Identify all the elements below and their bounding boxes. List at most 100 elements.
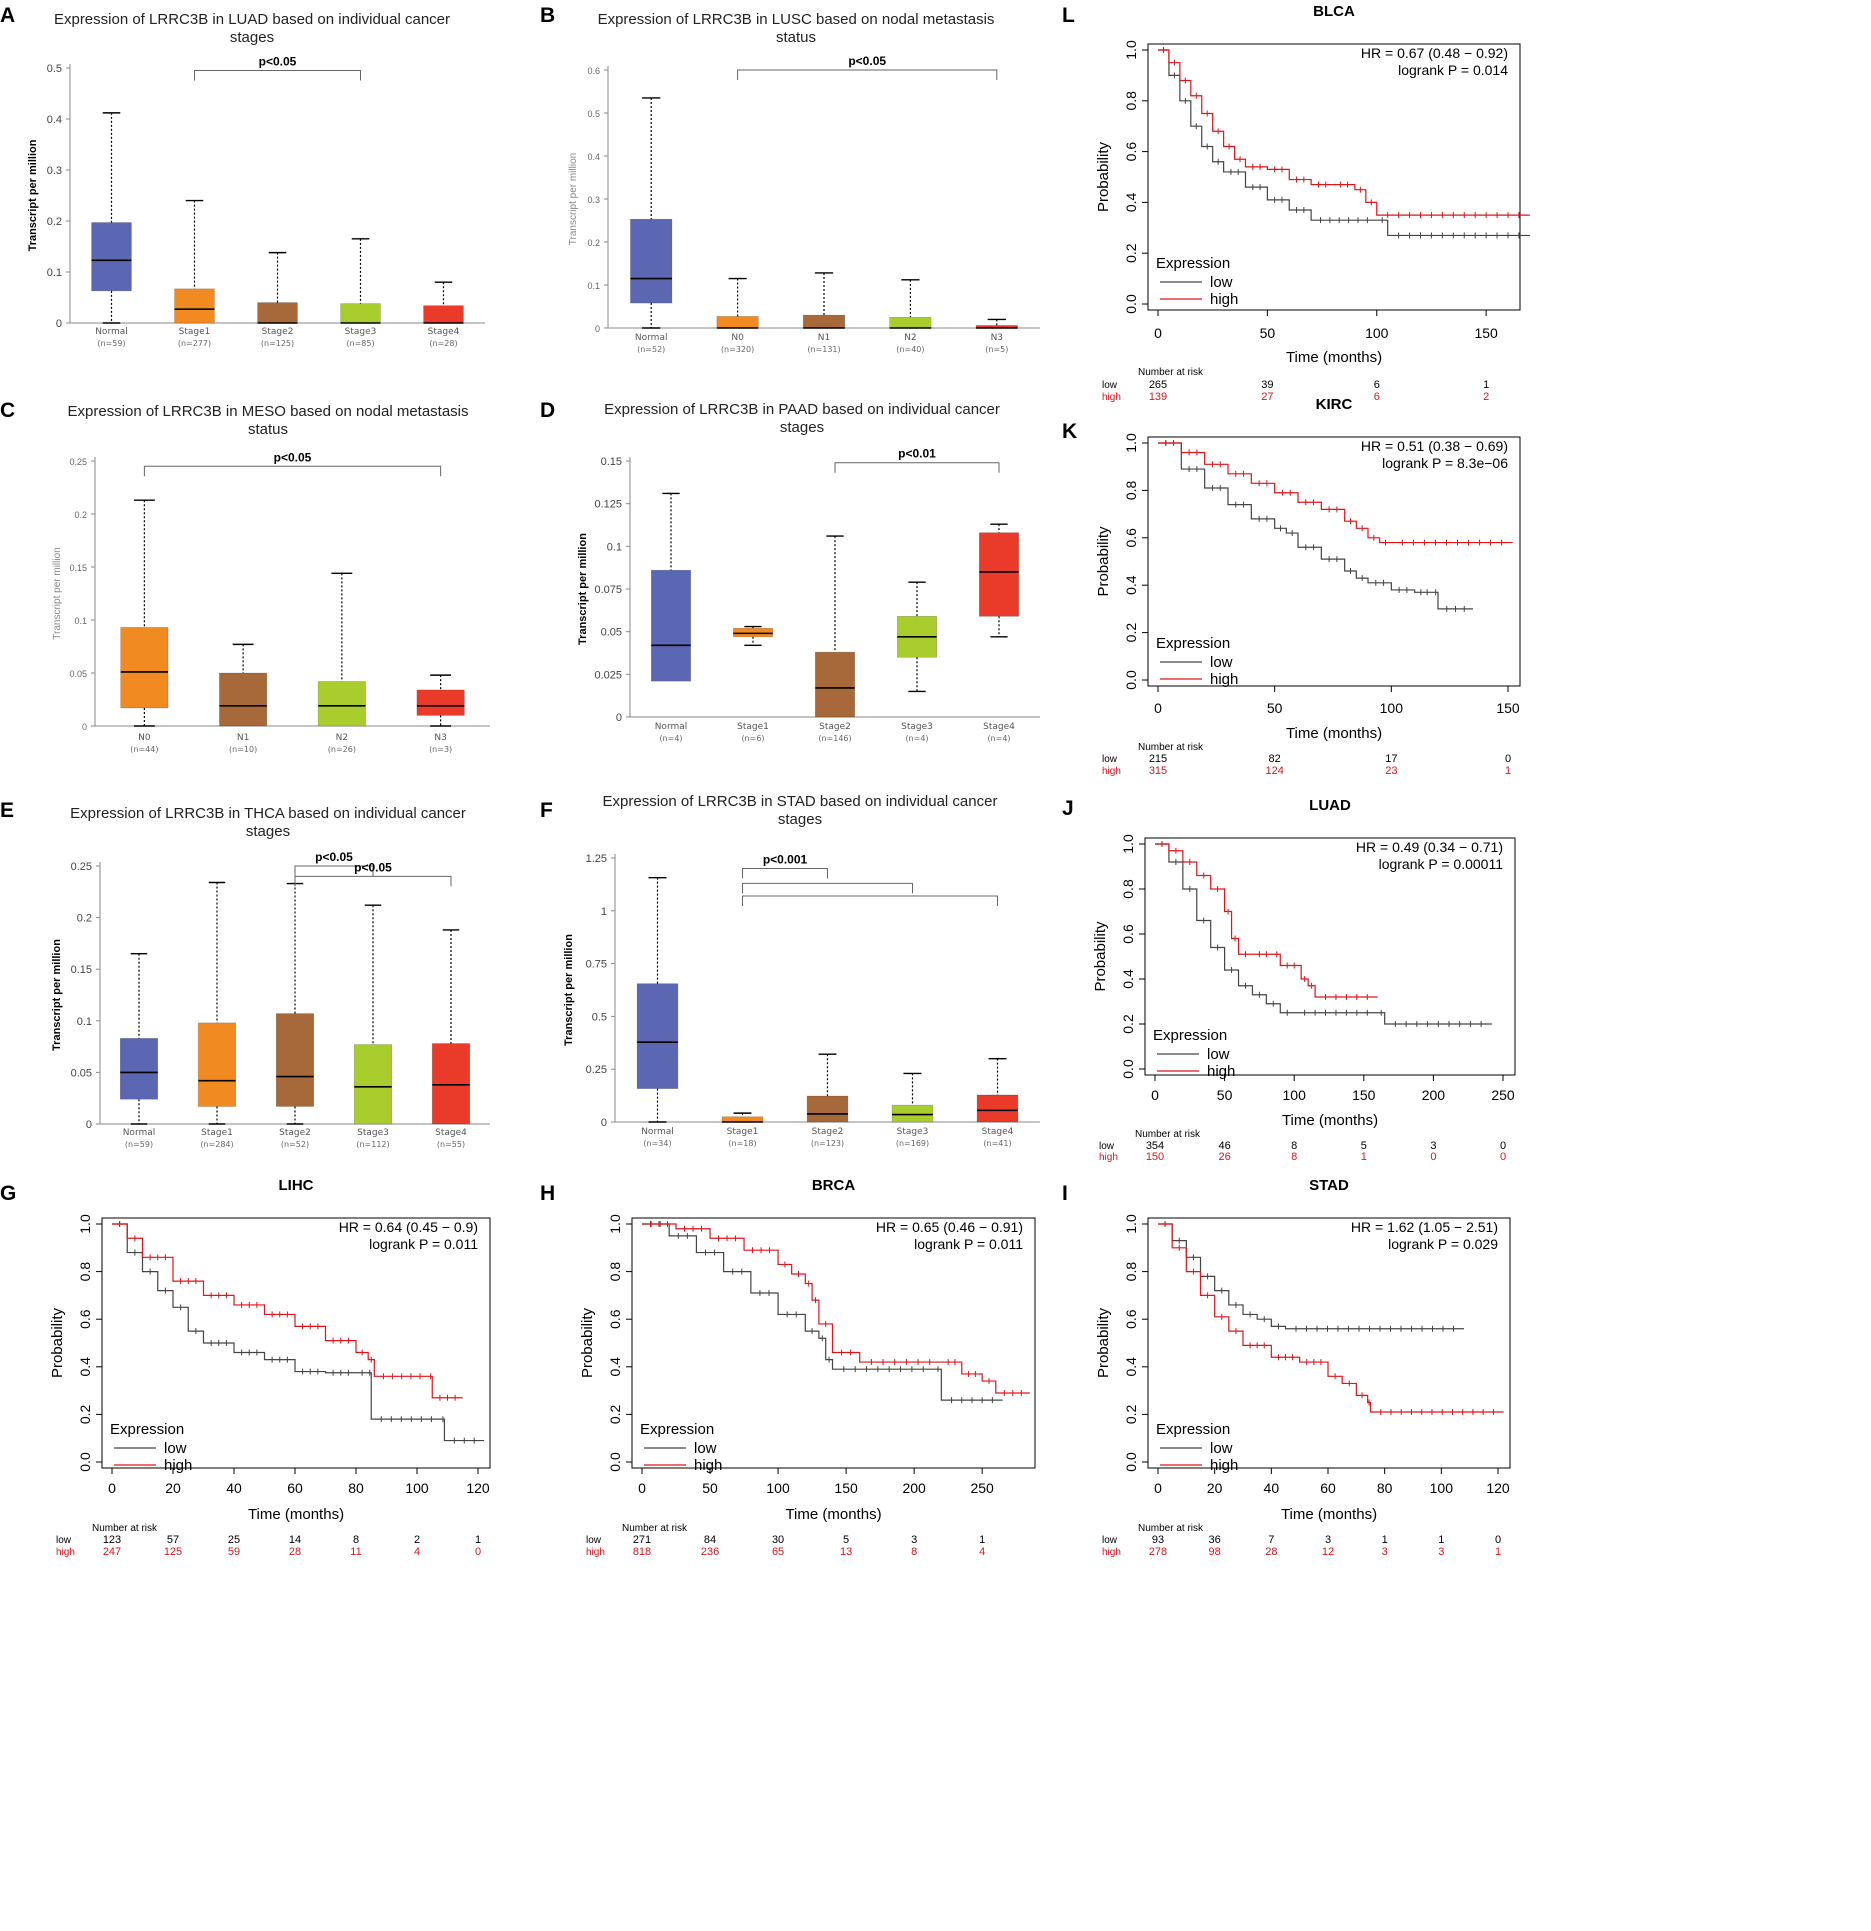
- risk-value-high: 0: [1430, 1151, 1436, 1163]
- category-label: N3: [434, 733, 446, 743]
- n-label: (n=55): [437, 1140, 465, 1149]
- risk-value-low: 93: [1152, 1534, 1164, 1546]
- y-tick-label: 0.075: [594, 584, 622, 596]
- y-tick-label: 0.3: [47, 165, 62, 177]
- x-tick-label: 200: [1422, 1087, 1446, 1103]
- risk-value-low: 1: [475, 1534, 481, 1546]
- risk-value-high: 27: [1261, 391, 1273, 403]
- risk-value-low: 14: [289, 1534, 301, 1546]
- y-tick-label: 0.15: [601, 456, 622, 468]
- y-tick-label: 0.25: [69, 457, 87, 467]
- legend-label-low: low: [1210, 654, 1233, 671]
- risk-value-low: 1: [1438, 1534, 1444, 1546]
- chart-title-line2: stages: [230, 29, 274, 46]
- plot-frame: [101, 1217, 491, 1469]
- risk-value-low: 17: [1385, 753, 1397, 765]
- box-N1: [219, 672, 268, 727]
- x-tick-label: 120: [466, 1480, 490, 1496]
- y-axis-label: Transcript per million: [563, 934, 575, 1046]
- survival-curve-high: [1158, 442, 1513, 544]
- risk-value-high: 0: [475, 1546, 481, 1558]
- y-tick-label: 0.0: [1120, 1059, 1136, 1079]
- x-tick-label: 0: [1154, 325, 1162, 341]
- panel-letter-E: E: [0, 799, 14, 822]
- x-tick-label: 150: [1474, 325, 1498, 341]
- n-label: (n=28): [429, 339, 457, 348]
- category-label: Stage4: [428, 327, 460, 337]
- category-label: N0: [138, 733, 151, 743]
- risk-table-header: Number at risk: [1138, 742, 1204, 753]
- category-label: Stage4: [983, 722, 1015, 732]
- y-tick-label: 0.8: [1123, 91, 1139, 111]
- legend-title: Expression: [1156, 255, 1230, 272]
- box-Stage3: [891, 1104, 934, 1123]
- box-Stage2: [275, 1013, 315, 1107]
- survival-curve-high: [1155, 843, 1378, 998]
- box-N2: [889, 316, 932, 329]
- risk-value-low: 5: [1361, 1140, 1367, 1152]
- risk-value-high: 12: [1322, 1546, 1334, 1558]
- y-tick-label: 0.6: [607, 1309, 623, 1329]
- legend-title: Expression: [1153, 1027, 1227, 1044]
- boxplot-panel-A: Expression of LRRC3B in LUAD based on in…: [27, 11, 485, 348]
- risk-value-high: 59: [228, 1546, 240, 1558]
- risk-value-high: 3: [1438, 1546, 1444, 1558]
- risk-value-high: 28: [289, 1546, 301, 1558]
- risk-value-high: 4: [414, 1546, 420, 1558]
- category-label: Stage3: [345, 327, 377, 337]
- risk-value-low: 30: [772, 1534, 784, 1546]
- y-tick-label: 0.8: [1123, 1262, 1139, 1282]
- box-Stage1: [733, 627, 773, 638]
- n-label: (n=320): [721, 345, 754, 354]
- y-tick-label: 0.6: [1123, 528, 1139, 548]
- legend-label-high: high: [164, 1457, 192, 1474]
- risk-value-low: 0: [1500, 1140, 1506, 1152]
- category-label: N2: [336, 733, 348, 743]
- km-title: BLCA: [1313, 3, 1355, 20]
- risk-row-label-high: high: [1102, 1547, 1121, 1558]
- risk-value-high: 13: [840, 1546, 852, 1558]
- risk-value-low: 354: [1146, 1140, 1164, 1152]
- y-tick-label: 0.2: [1123, 243, 1139, 263]
- survival-curve-low: [1158, 1223, 1464, 1330]
- box-Stage3: [340, 303, 381, 324]
- x-tick-label: 50: [702, 1480, 718, 1496]
- survival-curve-low: [1155, 843, 1492, 1025]
- x-tick-label: 0: [1151, 1087, 1159, 1103]
- box-Stage2: [806, 1095, 849, 1123]
- y-tick-label: 0.75: [586, 959, 607, 971]
- x-tick-label: 0: [1154, 1480, 1162, 1496]
- x-tick-label: 0: [638, 1480, 646, 1496]
- y-tick-label: 0.5: [587, 109, 600, 119]
- chart-title: Expression of LRRC3B in MESO based on no…: [67, 403, 468, 420]
- hazard-ratio: HR = 1.62 (1.05 − 2.51): [1351, 1219, 1498, 1235]
- p-value-label: p<0.05: [354, 860, 392, 874]
- y-tick-label: 0.6: [587, 66, 600, 76]
- x-tick-label: 150: [1496, 700, 1520, 716]
- y-tick-label: 1.0: [607, 1214, 623, 1234]
- n-label: (n=52): [281, 1140, 309, 1149]
- category-label: Stage3: [357, 1128, 389, 1138]
- panel-letter-J: J: [1062, 797, 1074, 820]
- risk-value-low: 2: [414, 1534, 420, 1546]
- n-label: (n=3): [429, 745, 452, 754]
- risk-value-high: 0: [1500, 1151, 1506, 1163]
- risk-value-low: 25: [228, 1534, 240, 1546]
- hazard-ratio: HR = 0.51 (0.38 − 0.69): [1361, 438, 1508, 454]
- y-tick-label: 1.0: [1123, 40, 1139, 60]
- panel-letter-B: B: [540, 4, 555, 27]
- chart-title-line2: status: [248, 421, 288, 438]
- y-tick-label: 0.05: [71, 1067, 92, 1079]
- risk-value-low: 0: [1505, 753, 1511, 765]
- y-tick-label: 0: [595, 324, 600, 334]
- risk-row-label-low: low: [1102, 1535, 1118, 1546]
- km-panel-H: BRCA 0.0 0.2 0.4 0.6 0.8 1.0 Probability 0 50 100 1…: [579, 1177, 1036, 1558]
- risk-value-high: 1: [1495, 1546, 1501, 1558]
- n-label: (n=4): [905, 734, 928, 743]
- legend-title: Expression: [640, 1421, 714, 1438]
- n-label: (n=123): [811, 1139, 844, 1148]
- risk-row-label-low: low: [1102, 754, 1118, 765]
- y-tick-label: 0.6: [1123, 1309, 1139, 1329]
- boxplot-panel-C: Expression of LRRC3B in MESO based on no…: [52, 403, 490, 754]
- risk-value-high: 1: [1361, 1151, 1367, 1163]
